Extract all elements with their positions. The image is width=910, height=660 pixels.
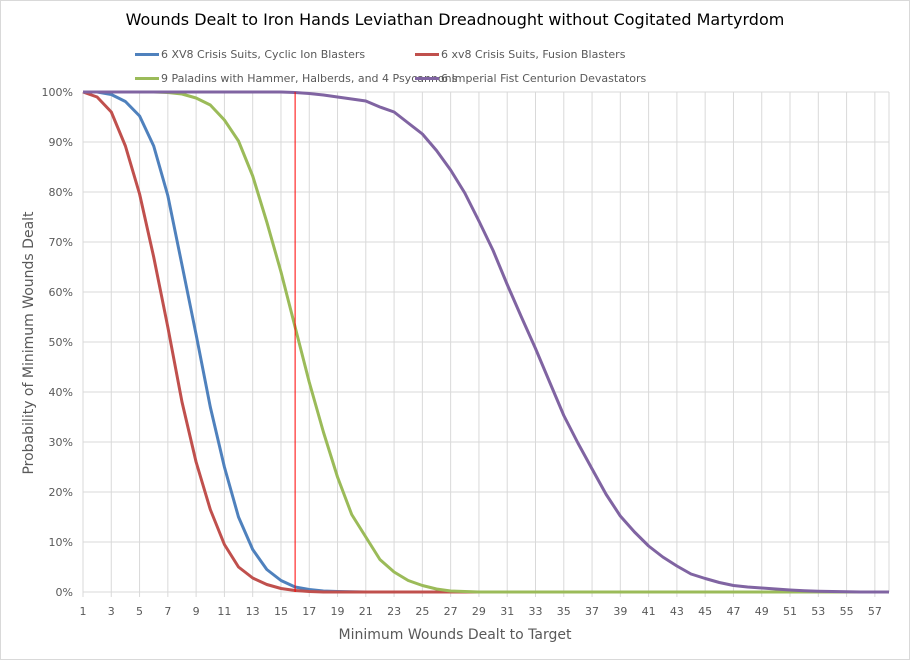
x-tick-label: 13: [246, 605, 260, 618]
x-tick-label: 49: [755, 605, 769, 618]
x-tick-label: 21: [359, 605, 373, 618]
x-tick-label: 5: [136, 605, 143, 618]
y-tick-label: 80%: [49, 186, 73, 199]
y-tick-label: 70%: [49, 236, 73, 249]
legend-item-xv8-ion: 6 XV8 Crisis Suits, Cyclic Ion Blasters: [135, 48, 365, 61]
legend-item-xv8-fusion: 6 xv8 Crisis Suits, Fusion Blasters: [415, 48, 625, 61]
y-tick-label: 0%: [56, 586, 73, 599]
x-axis-label: Minimum Wounds Dealt to Target: [338, 627, 572, 643]
x-tick-label: 51: [783, 605, 797, 618]
x-tick-label: 57: [868, 605, 882, 618]
legend-item-paladins: 9 Paladins with Hammer, Halberds, and 4 …: [135, 72, 457, 85]
legend-swatch: [415, 77, 439, 80]
x-tick-label: 3: [108, 605, 115, 618]
x-tick-label: 19: [331, 605, 345, 618]
x-tick-label: 45: [698, 605, 712, 618]
series-line-2: [83, 90, 889, 594]
y-tick-label: 60%: [49, 286, 73, 299]
legend-swatch: [415, 53, 439, 56]
x-tick-label: 27: [444, 605, 458, 618]
x-tick-label: 1: [80, 605, 87, 618]
legend-label: 9 Paladins with Hammer, Halberds, and 4 …: [161, 72, 458, 85]
x-tick-label: 17: [302, 605, 316, 618]
x-tick-label: 37: [585, 605, 599, 618]
x-tick-label: 9: [193, 605, 200, 618]
x-tick-label: 53: [811, 605, 825, 618]
legend-label: 6 Imperial Fist Centurion Devastators: [441, 72, 647, 85]
x-tick-label: 41: [642, 605, 656, 618]
y-tick-label: 30%: [49, 436, 73, 449]
x-tick-label: 39: [613, 605, 627, 618]
x-tick-label: 29: [472, 605, 486, 618]
x-tick-label: 15: [274, 605, 288, 618]
legend-label: 6 xv8 Crisis Suits, Fusion Blasters: [441, 48, 626, 61]
x-tick-label: 25: [415, 605, 429, 618]
y-tick-label: 20%: [49, 486, 73, 499]
x-tick-label: 23: [387, 605, 401, 618]
legend-swatch: [135, 77, 159, 80]
x-tick-label: 35: [557, 605, 571, 618]
y-tick-label: 50%: [49, 336, 73, 349]
x-tick-label: 55: [840, 605, 854, 618]
y-tick-label: 90%: [49, 136, 73, 149]
chart-title: Wounds Dealt to Iron Hands Leviathan Dre…: [125, 10, 785, 29]
legend-swatch: [135, 53, 159, 56]
y-tick-label: 40%: [49, 386, 73, 399]
x-tick-label: 7: [164, 605, 171, 618]
legend-label: 6 XV8 Crisis Suits, Cyclic Ion Blasters: [161, 48, 366, 61]
x-tick-label: 31: [500, 605, 514, 618]
series-line-3: [83, 90, 889, 594]
x-tick-label: 33: [528, 605, 542, 618]
y-tick-label: 10%: [49, 536, 73, 549]
y-tick-label: 100%: [42, 86, 73, 99]
legend-item-centurions: 6 Imperial Fist Centurion Devastators: [415, 72, 646, 85]
x-tick-label: 11: [217, 605, 231, 618]
x-tick-label: 43: [670, 605, 684, 618]
x-tick-label: 47: [726, 605, 740, 618]
